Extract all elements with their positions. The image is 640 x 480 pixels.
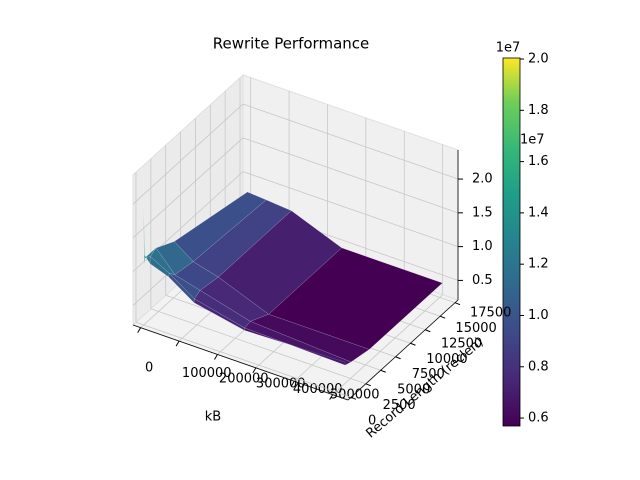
z-grid-line [132, 137, 244, 239]
z-tick-label: 0.5 [472, 273, 493, 288]
x-tick [290, 380, 295, 387]
colorbar-tick-label: 1.8 [528, 103, 549, 118]
y-tick [454, 302, 461, 306]
y-tick-label: 17500 [470, 306, 511, 321]
y-tick [410, 342, 416, 346]
chart-title: Rewrite Performance [213, 35, 370, 53]
z-grid-line [132, 103, 244, 205]
x-tick [175, 340, 180, 347]
z-grid-line [242, 103, 459, 180]
x-axis-label: kB [205, 410, 221, 425]
y-grid-line [135, 321, 352, 398]
x-tick-label: 500000 [330, 387, 380, 402]
colorbar-tick-label: 0.6 [528, 411, 549, 426]
y-tick-label: 12500 [441, 336, 482, 351]
colorbar-tick-label: 1.2 [528, 257, 549, 272]
y-tick [380, 369, 386, 373]
z-tick-label: 1.0 [472, 239, 493, 254]
z-tick-label: 2.0 [472, 172, 493, 187]
colorbar [502, 57, 521, 427]
x-tick [252, 367, 257, 374]
colorbar-tick-label: 2.0 [528, 52, 549, 67]
y-tick-label: 2500 [383, 398, 416, 413]
y-tick [425, 329, 431, 333]
x-tick-label: 100000 [182, 366, 232, 381]
z-grid-line [242, 137, 459, 214]
y-tick [365, 383, 372, 387]
z-offset: 1e7 [520, 133, 545, 148]
y-tick-label: 15000 [455, 321, 496, 336]
z-grid-line [242, 171, 459, 247]
x-tick [329, 394, 334, 400]
y-tick-label: 0 [368, 414, 376, 429]
colorbar-offset: 1e7 [496, 41, 521, 56]
x-tick [214, 354, 218, 360]
y-tick [439, 315, 446, 319]
colorbar-tick-label: 1.4 [528, 205, 549, 220]
y-grid-line [150, 308, 366, 385]
x-tick-label: 0 [145, 360, 153, 375]
z-tick-label: 1.5 [472, 205, 493, 220]
y-tick [350, 396, 357, 400]
y-tick-label: 5000 [397, 383, 430, 398]
y-tick-label: 10000 [426, 352, 467, 367]
surface-patch [268, 247, 443, 350]
x-tick-label: 300000 [256, 377, 306, 392]
x-grid-line [332, 294, 443, 395]
x-axis-line [132, 324, 349, 401]
y-tick-label: 7500 [412, 367, 445, 382]
x-tick [137, 327, 142, 333]
colorbar-tick-label: 0.8 [528, 359, 549, 374]
surface-patch [244, 327, 346, 366]
y-axis-line [347, 299, 459, 401]
x-tick-label: 200000 [219, 371, 269, 386]
colorbar-tick-label: 1.6 [528, 154, 549, 169]
colorbar-tick-label: 1.0 [528, 308, 549, 323]
y-tick [395, 356, 401, 360]
